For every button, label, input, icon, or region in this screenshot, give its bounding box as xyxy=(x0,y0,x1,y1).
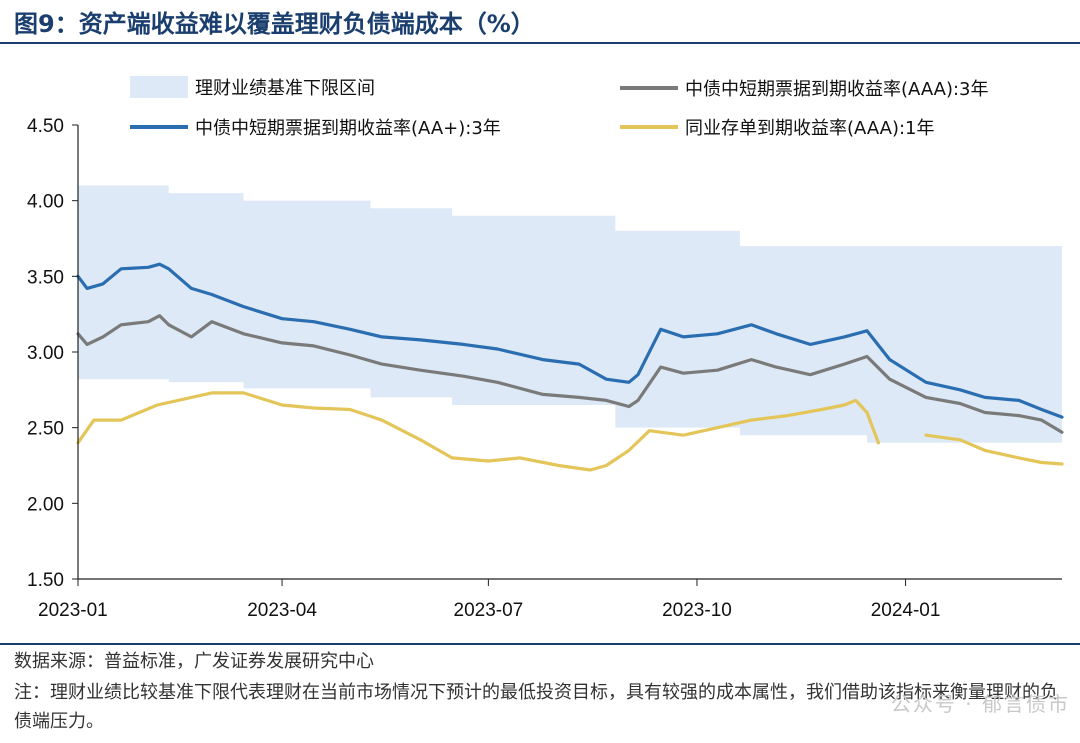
title-rule xyxy=(0,42,1080,44)
y-tick-label: 4.00 xyxy=(27,192,64,213)
legend-swatch-band xyxy=(130,76,188,98)
y-tick-label: 1.50 xyxy=(27,570,64,591)
y-tick-label: 3.00 xyxy=(27,343,64,364)
series-line-0 xyxy=(76,262,1064,419)
legend-label-2: 同业存单到期收益率(AAA):1年 xyxy=(685,118,935,139)
legend-label-1: 中债中短期票据到期收益率(AAA):3年 xyxy=(685,79,989,100)
watermark: 公众号 · 郁言债市 xyxy=(890,692,1070,716)
y-tick-label: 2.00 xyxy=(27,494,64,515)
y-tick-label: 4.50 xyxy=(27,116,64,137)
footnote-text: 注：理财业绩比较基准下限代表理财在当前市场情况下预计的最低投资目标，具有较强的成… xyxy=(14,682,1058,732)
y-tick-label: 3.50 xyxy=(27,267,64,288)
benchmark-band xyxy=(78,185,1062,443)
x-tick-label: 2024-01 xyxy=(871,600,941,621)
x-tick-label: 2023-01 xyxy=(38,600,108,621)
chart-title: 图9：资产端收益难以覆盖理财负债端成本（%） xyxy=(14,10,535,38)
series-line-2 xyxy=(76,391,1064,472)
x-tick-label: 2023-10 xyxy=(662,600,732,621)
x-tick-label: 2023-07 xyxy=(454,600,524,621)
chart: 1.50 2.00 2.50 3.00 3.50 4.00 4.50 2023-01 2023-… xyxy=(27,76,1064,621)
source-text: 数据来源：普益标准，广发证券发展研究中心 xyxy=(14,651,374,672)
y-tick-label: 2.50 xyxy=(27,419,64,440)
x-tick-label: 2023-04 xyxy=(247,600,317,621)
series-line-1 xyxy=(76,314,1064,434)
legend-label-0: 中债中短期票据到期收益率(AA+):3年 xyxy=(195,118,501,139)
bottom-rule xyxy=(0,643,1080,645)
legend-label-band: 理财业绩基准下限区间 xyxy=(195,78,375,99)
